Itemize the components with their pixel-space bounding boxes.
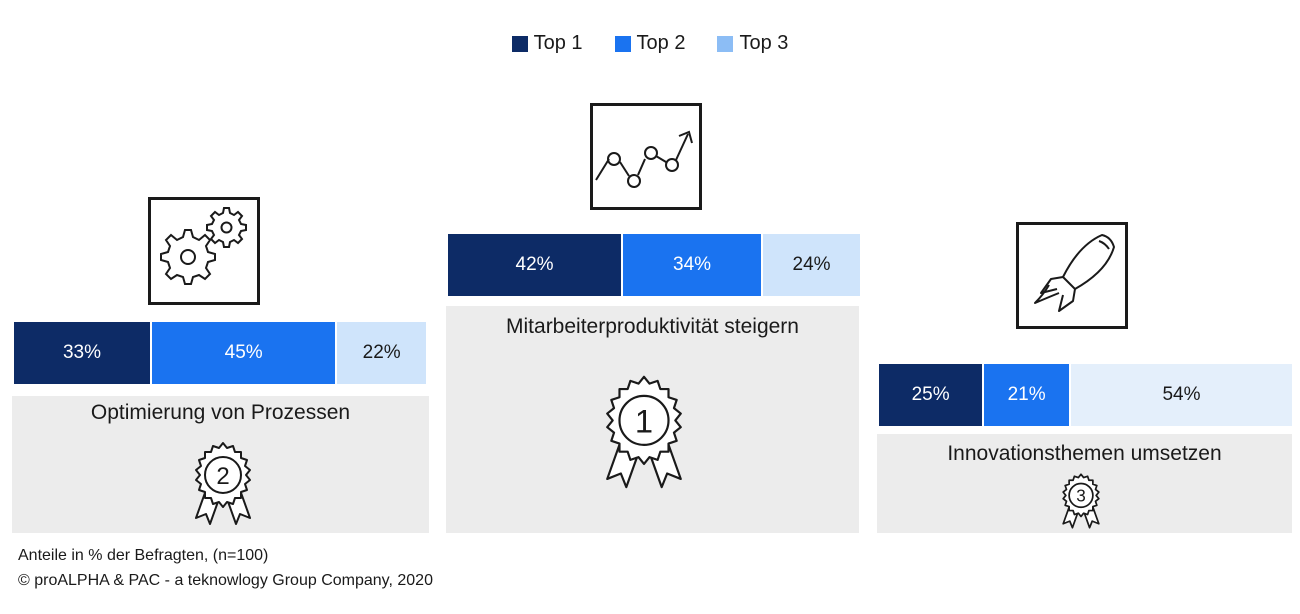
legend-item-top3: Top 3	[717, 32, 788, 55]
legend-swatch-top1	[511, 35, 528, 52]
rosette-badge-icon: 3	[1062, 473, 1100, 529]
rosette-badge-icon: 2	[195, 442, 251, 525]
data-label: 21%	[1007, 384, 1046, 405]
category-panel-prozesse: Optimierung von Prozessen 2	[12, 396, 429, 533]
legend-label-top3: Top 3	[739, 32, 789, 54]
data-label: 33%	[62, 342, 101, 363]
data-label: 22%	[362, 342, 401, 363]
bar-segment-top1: 25%	[879, 364, 983, 426]
legend-item-top1: Top 1	[511, 32, 583, 55]
gears-icon	[160, 207, 247, 285]
bar-segment-top1: 33%	[14, 322, 150, 384]
rosette-badge-icon: 1	[606, 375, 682, 489]
stacked-bar-innovation: 25% 21% 54%	[879, 364, 1292, 426]
category-label: Mitarbeiterproduktivität steigern	[506, 315, 799, 338]
category-label: Optimierung von Prozessen	[90, 401, 351, 424]
data-label: 34%	[673, 254, 712, 275]
stacked-bar-prozesse: 33% 45% 22%	[14, 322, 426, 384]
data-label: 24%	[792, 254, 831, 275]
rocket-icon	[1034, 234, 1115, 312]
legend-item-top2: Top 2	[614, 32, 686, 55]
bar-segment-top2: 21%	[982, 364, 1069, 426]
line-chart-icon-box	[590, 103, 702, 210]
bar-segment-top3: 24%	[761, 234, 860, 296]
footnote-copyright: © proALPHA & PAC - a teknowlogy Group Co…	[18, 572, 433, 589]
stacked-bar-produktivitaet: 42% 34% 24%	[448, 234, 860, 296]
rank-number: 3	[1076, 485, 1086, 505]
rank-number: 1	[635, 403, 653, 440]
data-label: 42%	[515, 254, 554, 275]
rank-number: 2	[216, 463, 229, 490]
legend-label-top1: Top 1	[533, 32, 583, 54]
line-chart-icon	[595, 130, 693, 188]
legend: Top 1 Top 2 Top 3	[0, 32, 1300, 55]
bar-segment-top2: 45%	[149, 322, 336, 384]
legend-swatch-top2	[614, 35, 631, 52]
rocket-icon-box	[1016, 222, 1128, 329]
category-panel-produktivitaet: Mitarbeiterproduktivität steigern 1	[446, 306, 859, 533]
category-panel-innovation: Innovationsthemen umsetzen 3	[877, 434, 1292, 533]
category-label: Innovationsthemen umsetzen	[947, 442, 1222, 465]
bar-segment-top3: 22%	[335, 322, 426, 384]
legend-label-top2: Top 2	[636, 32, 686, 54]
data-label: 54%	[1162, 384, 1201, 405]
gears-icon-box	[148, 197, 260, 305]
legend-swatch-top3	[717, 35, 734, 52]
footnote-sample: Anteile in % der Befragten, (n=100)	[18, 547, 269, 564]
bar-segment-top1: 42%	[448, 234, 622, 296]
bar-segment-top3: 54%	[1068, 364, 1292, 426]
data-label: 45%	[224, 342, 263, 363]
bar-segment-top2: 34%	[621, 234, 762, 296]
data-label: 25%	[911, 384, 950, 405]
